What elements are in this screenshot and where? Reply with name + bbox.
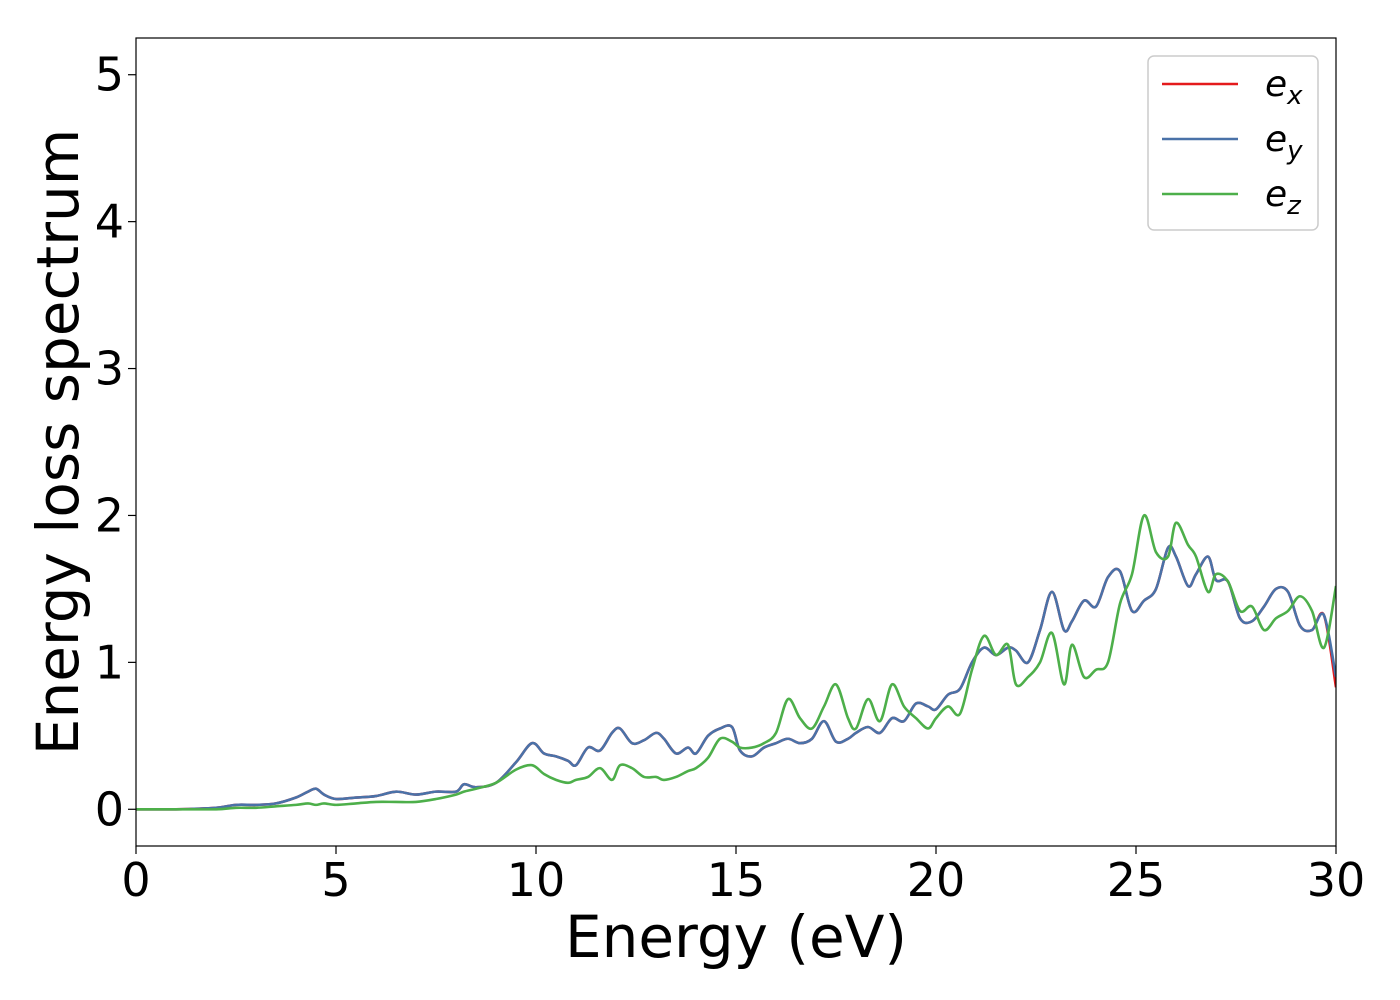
x-axis: 0 5 10 15 20 25 30 (121, 846, 1365, 907)
y-tick-label: 4 (95, 195, 124, 249)
y-axis: 0 1 2 3 4 5 (95, 48, 136, 836)
legend-entries: ex ey ez (1162, 64, 1303, 221)
legend-label-e-x: ex (1265, 64, 1303, 111)
y-tick-label: 1 (95, 635, 124, 689)
x-tick-label: 25 (1107, 853, 1166, 907)
plot-background (136, 38, 1336, 846)
series-line-e-y (136, 544, 1336, 811)
x-tick-label: 0 (121, 853, 150, 907)
x-tick-label: 10 (507, 853, 566, 907)
x-tick-label: 5 (321, 853, 350, 907)
legend-label-e-y: ey (1265, 119, 1303, 166)
series-layer (136, 514, 1336, 811)
x-tick-label: 30 (1307, 853, 1366, 907)
series-line-e-z (136, 514, 1336, 811)
y-tick-label: 2 (95, 488, 124, 542)
legend: ex ey ez (1147, 55, 1319, 231)
x-axis-title: Energy (eV) (565, 903, 907, 971)
legend-label-e-z: ez (1265, 174, 1302, 221)
y-tick-label: 5 (95, 48, 124, 102)
y-axis-title: Energy loss spectrum (24, 129, 92, 755)
y-tick-label: 0 (95, 782, 124, 836)
y-tick-label: 3 (95, 342, 124, 396)
x-tick-label: 15 (707, 853, 766, 907)
x-tick-label: 20 (907, 853, 966, 907)
legend-box (1147, 55, 1319, 231)
